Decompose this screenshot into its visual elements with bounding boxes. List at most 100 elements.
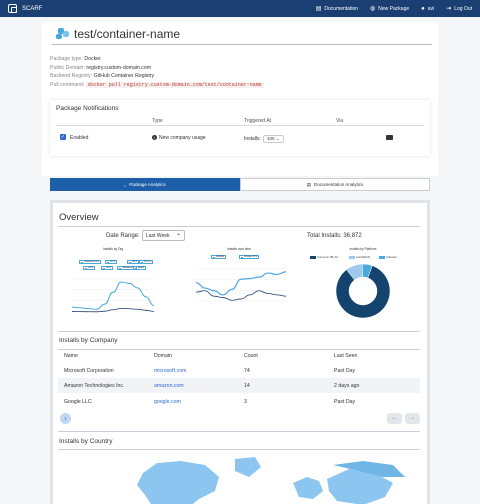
logout-icon: ⇥ <box>446 5 452 12</box>
company-count: 3 <box>244 399 247 405</box>
package-type: Docker <box>84 56 101 62</box>
chart-title-over-time: Installs over time <box>227 247 251 251</box>
brand-name: SCARF <box>22 5 43 12</box>
globe-icon: ◍ <box>370 5 376 12</box>
chart-title-by-platform: Installs by Platform <box>349 247 377 251</box>
tab-documentation-analytics[interactable]: ▤ Documentation Analytics <box>240 178 430 191</box>
notification-type: i New company usage <box>152 135 206 141</box>
country-section-title: Installs by Country <box>59 438 113 445</box>
nav-user-label: avi <box>427 5 435 12</box>
company-last-seen: Past Day <box>334 399 356 405</box>
date-range-select[interactable]: Last Week <box>142 230 185 241</box>
series-line-tag <box>71 281 155 310</box>
nav-logout-link[interactable]: ⇥ Log Out <box>446 6 472 12</box>
backend-registry: GitHub Container Registry <box>93 73 155 79</box>
prev-page-button[interactable]: ← <box>387 413 402 424</box>
page-1-button[interactable]: 1 <box>60 413 71 424</box>
email-icon <box>386 135 393 140</box>
table-row: Google LLC google.com 3 Past Day <box>58 394 420 409</box>
notifications-title: Package Notifications <box>56 105 119 112</box>
table-row: Amazon Technologies Inc. amazon.com 14 2… <box>58 378 420 393</box>
legend-installs[interactable]: Installs <box>211 255 227 259</box>
legend-unique-ips[interactable]: Unique IP's <box>239 255 260 259</box>
info-icon: i <box>152 135 157 140</box>
arrow-right-icon: → <box>409 415 416 421</box>
package-header-panel: test/container-name Package type: Docker… <box>42 22 438 176</box>
analytics-tabs: ⌞ Package Analytics ▤ Documentation Analyt… <box>50 178 430 191</box>
scarf-logo-icon <box>8 4 17 13</box>
col-via: Via <box>336 118 344 124</box>
nav-new-package-label: New Package <box>378 5 410 12</box>
user-icon: ● <box>421 5 425 12</box>
tab-package-analytics[interactable]: ⌞ Package Analytics <box>50 178 240 191</box>
nav-logout-label: Log Out <box>454 5 472 12</box>
enabled-checkbox[interactable]: ✓ <box>60 134 66 140</box>
chart-title-by-tag: Installs by Tag <box>102 247 124 251</box>
tag-legend-item[interactable]: v0.2 <box>127 260 139 264</box>
map-asia <box>327 469 393 504</box>
platform-legend-2[interactable]: Unknown <box>379 256 397 259</box>
arrow-left-icon: ← <box>391 415 398 421</box>
nav-new-package-link[interactable]: ◍ New Package <box>370 6 409 12</box>
installs-by-tag-chart <box>71 278 155 313</box>
brand[interactable]: SCARF <box>8 4 42 13</box>
th-domain[interactable]: Domain <box>154 353 172 359</box>
series-line-tag-secondary <box>71 308 155 313</box>
th-last-seen[interactable]: Last Seen <box>334 353 358 359</box>
pull-command[interactable]: docker pull registry.custom-domain.com/t… <box>85 81 264 88</box>
company-domain-link[interactable]: google.com <box>154 399 181 405</box>
book-icon: ▤ <box>315 5 322 12</box>
package-notifications-card: Package Notifications Type Triggered At … <box>50 100 430 156</box>
tag-legend-item[interactable]: v0.1 <box>105 260 117 264</box>
tag-legend-item[interactable]: v1.0 <box>83 266 95 270</box>
nav-user-link[interactable]: ● avi <box>421 6 434 12</box>
col-type: Type <box>152 118 163 124</box>
donut-slice <box>362 263 373 279</box>
package-meta: Package type: Docker Public Domain: regi… <box>50 56 264 88</box>
total-installs: Total Installs: 36,872 <box>307 233 362 239</box>
next-page-button[interactable]: → <box>405 413 420 424</box>
company-name: Google LLC <box>64 399 92 405</box>
tag-legend-item[interactable]: v0.2.1 <box>139 260 154 264</box>
enabled-label: Enabled <box>70 135 89 141</box>
tag-legend-item[interactable]: v2.0 <box>101 266 113 270</box>
public-domain: registry.custom-domain.com <box>86 64 152 71</box>
installs-threshold-select[interactable]: 100 ⌄ <box>262 135 284 143</box>
nav-documentation-link[interactable]: ▤ Documentation <box>316 6 358 12</box>
doc-icon: ▤ <box>306 181 311 187</box>
company-name: Microsoft Corporation <box>64 368 114 374</box>
platform-legend-0[interactable]: Just Linux x86_64 <box>310 256 338 259</box>
installs-by-platform-donut <box>335 263 391 319</box>
page-title: test/container-name <box>74 27 181 41</box>
package-icon <box>56 28 70 40</box>
company-last-seen: 2 days ago <box>334 383 360 389</box>
analytics-panel: Overview Date Range: Last Week Total Ins… <box>50 200 430 504</box>
chart-icon: ⌞ <box>124 181 127 187</box>
company-domain-link[interactable]: amazon.com <box>154 383 184 389</box>
th-count[interactable]: Count <box>244 353 258 359</box>
date-range-label: Date Range: <box>106 233 140 239</box>
tag-legend-item[interactable]: release-0.9.1 <box>79 260 102 264</box>
installs-over-time-chart <box>195 268 287 302</box>
col-triggered: Triggered At <box>244 118 272 124</box>
overview-title: Overview <box>59 212 99 223</box>
company-name: Amazon Technologies Inc. <box>64 383 125 389</box>
trigger-installs: Installs: 100 ⌄ <box>244 135 284 143</box>
th-name[interactable]: Name <box>64 353 78 359</box>
company-last-seen: Past Day <box>334 368 356 374</box>
map-greenland <box>235 457 261 477</box>
map-europe <box>293 477 323 499</box>
platform-legend-1[interactable]: Just MacOS <box>349 256 370 259</box>
installs-by-country-map <box>137 457 405 504</box>
map-north-america <box>137 461 219 504</box>
map-russia <box>333 461 405 477</box>
donut-slice <box>335 265 391 319</box>
series-line-unique-ips <box>195 290 287 301</box>
table-row: Microsoft Corporation microsoft.com 74 P… <box>58 363 420 378</box>
company-domain-link[interactable]: microsoft.com <box>154 368 187 374</box>
company-count: 14 <box>244 383 250 389</box>
series-line-installs <box>195 271 287 296</box>
tag-legend-item[interactable]: latest <box>133 266 147 270</box>
company-count: 74 <box>244 368 250 374</box>
company-section-title: Installs by Company <box>59 337 118 344</box>
